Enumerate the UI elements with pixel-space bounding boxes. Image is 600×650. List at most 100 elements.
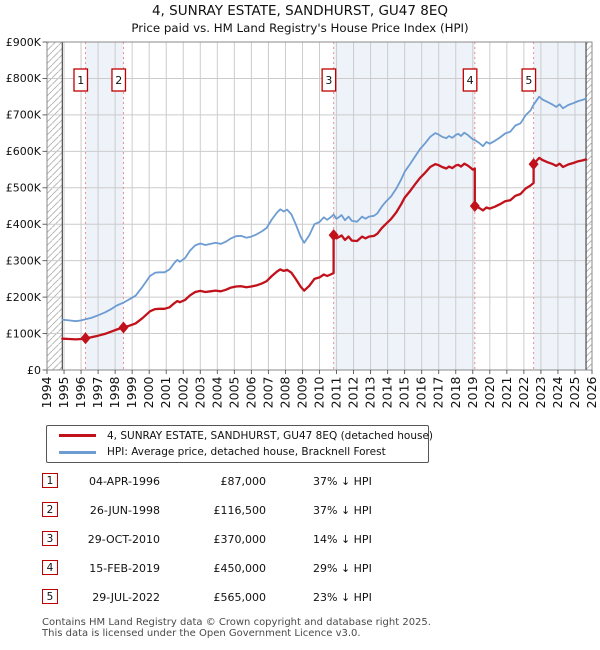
sale-number-badge: 4 [42,560,58,575]
license-footer: Contains HM Land Registry data © Crown c… [42,617,431,639]
x-tick-label: 2002 [175,377,190,409]
x-tick-label: 2010 [312,376,327,408]
sale-marker-diamond [528,158,539,171]
price-paid-line-swatch [59,434,96,438]
sale-number-box-label: 5 [525,74,532,87]
y-tick-label: £0 [27,364,41,377]
sale-number-badge: 1 [42,473,58,488]
x-tick-label: 2021 [499,377,514,409]
sale-number-box-label: 1 [77,74,84,87]
no-data-hatch [586,42,592,370]
ownership-band [533,42,587,370]
legend: 4, SUNRAY ESTATE, SANDHURST, GU47 8EQ (d… [46,425,433,463]
sale-price: £87,000 [220,475,267,488]
x-tick-label: 2024 [550,376,565,408]
y-tick-label: £800K [6,72,42,85]
sale-number-box [111,68,127,92]
x-tick-label: 2022 [516,377,531,409]
sale-hpi-diff: 37% ↓ HPI [313,475,372,488]
x-tick-label: 2005 [226,377,241,409]
sale-marker-diamond [328,229,339,242]
sale-number-box [321,68,337,92]
x-tick-label: 2020 [482,376,497,408]
table-row: 2 26-JUN-1998 £116,500 37% ↓ HPI [0,502,600,519]
y-tick-label: £900K [6,36,42,49]
sale-hpi-diff: 23% ↓ HPI [313,591,372,604]
sale-number-box-label: 3 [325,74,332,87]
y-tick-label: £300K [6,254,42,267]
x-tick-label: 2012 [346,377,361,409]
y-tick-label: £700K [6,109,42,122]
legend-item-hpi: HPI: Average price, detached house, Brac… [47,444,428,460]
sale-date: 04-APR-1996 [88,475,160,488]
page-subtitle: Price paid vs. HM Land Registry's House … [131,21,469,35]
sale-number-badge: 5 [42,589,58,604]
x-tick-label: 2023 [533,377,548,409]
hpi-line [61,95,587,323]
x-tick-label: 2003 [192,377,207,409]
x-tick-label: 2007 [260,377,275,409]
x-tick-label: 2018 [448,376,463,408]
sale-hpi-diff: 37% ↓ HPI [313,504,372,517]
x-tick-label: 2019 [465,376,480,408]
legend-item-price-paid: 4, SUNRAY ESTATE, SANDHURST, GU47 8EQ (d… [47,428,433,444]
y-tick-label: £600K [6,145,42,158]
x-tick-label: 2015 [397,377,412,409]
sale-date: 26-JUN-1998 [89,504,160,517]
x-tick-label: 2014 [380,376,395,408]
x-tick-label: 1998 [107,376,122,408]
no-data-hatch [47,42,63,370]
x-tick-label: 2008 [277,376,292,408]
sale-number-badge: 2 [42,502,58,517]
price_paid-line [61,156,588,341]
x-tick-label: 1999 [124,376,139,408]
x-tick-label: 2025 [567,377,582,409]
x-tick-label: 2011 [329,377,344,409]
footer-line-1: Contains HM Land Registry data © Crown c… [42,617,431,628]
sale-number-box [73,68,89,92]
x-tick-label: 1996 [73,376,88,408]
sale-date: 29-OCT-2010 [87,533,160,546]
y-tick-label: £200K [6,291,42,304]
sale-number-box-label: 2 [115,74,122,87]
x-tick-label: 2026 [584,376,599,408]
sale-hpi-diff: 14% ↓ HPI [313,533,372,546]
legend-label-hpi: HPI: Average price, detached house, Brac… [107,446,386,459]
table-row: 3 29-OCT-2010 £370,000 14% ↓ HPI [0,531,600,548]
x-tick-label: 2009 [294,376,309,408]
footer-line-2: This data is licensed under the Open Gov… [42,628,361,639]
y-tick-label: £500K [6,182,42,195]
x-tick-label: 2001 [158,377,173,409]
sale-marker-diamond [80,332,91,345]
table-row: 5 29-JUL-2022 £565,000 23% ↓ HPI [0,589,600,606]
legend-label-price-paid: 4, SUNRAY ESTATE, SANDHURST, GU47 8EQ (d… [107,429,434,442]
x-tick-label: 2004 [209,376,224,408]
y-tick-label: £400K [6,218,42,231]
sale-price: £450,000 [213,562,267,575]
sale-price: £565,000 [213,591,267,604]
hpi-line-swatch [59,450,96,454]
ownership-band [85,42,124,370]
sale-date: 29-JUL-2022 [92,591,160,604]
sale-marker-diamond [469,200,480,212]
table-row: 4 15-FEB-2019 £450,000 29% ↓ HPI [0,560,600,577]
x-tick-label: 1997 [90,377,105,409]
x-tick-label: 2013 [363,377,378,409]
sale-price: £370,000 [213,533,267,546]
sale-number-box-label: 4 [467,74,474,87]
x-tick-label: 1995 [56,377,71,409]
page-title: 4, SUNRAY ESTATE, SANDHURST, GU47 8EQ [151,3,449,19]
sale-price: £116,500 [213,504,267,517]
x-tick-label: 2016 [414,376,429,408]
sale-number-box [521,68,537,92]
sale-number-box [462,68,478,92]
x-tick-label: 1994 [39,376,54,408]
y-tick-label: £100K [6,327,42,340]
sale-hpi-diff: 29% ↓ HPI [313,562,372,575]
x-tick-label: 2000 [141,376,156,408]
sale-number-badge: 3 [42,531,58,546]
x-tick-label: 2017 [431,377,446,409]
sale-date: 15-FEB-2019 [89,562,160,575]
